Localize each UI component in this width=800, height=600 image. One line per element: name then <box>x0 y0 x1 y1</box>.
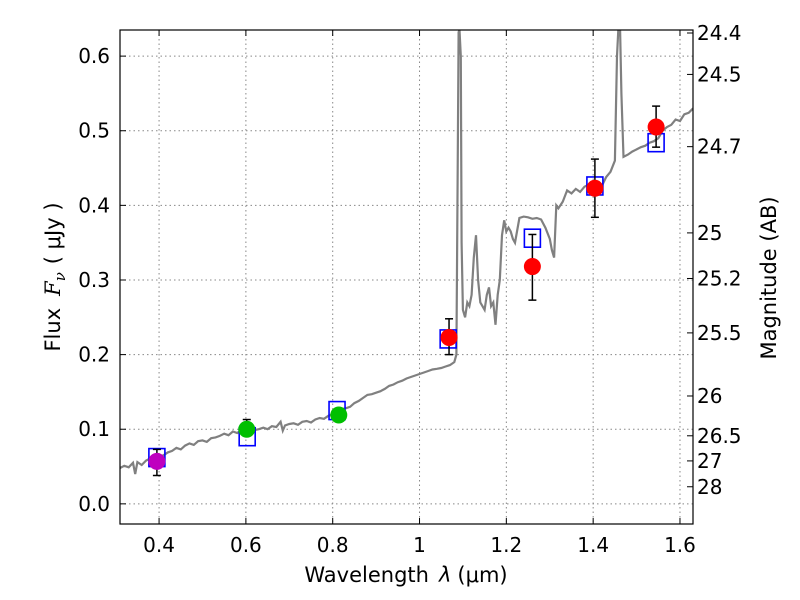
mag-tick-label: 26 <box>697 384 722 408</box>
mag-tick-label: 25.2 <box>697 266 742 290</box>
x-axis-label-unit: (μm) <box>457 563 507 587</box>
y-tick-label: 0.5 <box>78 119 110 143</box>
x-tick-label: 1.6 <box>664 533 696 557</box>
y-tick-label: 0.2 <box>78 343 110 367</box>
mag-tick-label: 25.5 <box>697 321 742 345</box>
y-axis-label-text: Flux <box>41 308 65 352</box>
observed-point <box>586 179 604 197</box>
grid <box>120 30 693 524</box>
y-axis-title: Flux Fν ( μJy ) <box>41 202 69 351</box>
observed-point <box>148 452 166 470</box>
x-tick-label: 0.8 <box>317 533 349 557</box>
x-tick-label: 1.4 <box>577 533 609 557</box>
mag-tick-label: 28 <box>697 475 722 499</box>
y-tick-label: 0.3 <box>78 268 110 292</box>
observation-points <box>148 105 665 477</box>
observed-point <box>647 118 665 136</box>
y-tick-label: 0.0 <box>78 492 110 516</box>
plot-area <box>120 30 693 477</box>
mag-tick-label: 27 <box>697 449 722 473</box>
observed-point <box>440 328 458 346</box>
y-axis-label-symbol: F <box>41 280 65 297</box>
y-tick-label: 0.1 <box>78 417 110 441</box>
x-tick-label: 1.2 <box>490 533 522 557</box>
y-tick-label: 0.6 <box>78 44 110 68</box>
x-tick-label: 0.4 <box>143 533 175 557</box>
observed-point <box>330 406 348 424</box>
observed-point <box>523 258 541 276</box>
plot-frame <box>119 29 694 525</box>
y-tick-label: 0.4 <box>78 193 110 217</box>
x-axis-label-symbol: λ <box>438 563 451 587</box>
axis-ticks: 0.4 0.6 0.8 1 1.2 1.4 1.6 0.0 0.1 0.2 0.3 0.4 0.5 0.6… <box>78 21 741 557</box>
mag-tick-label: 26.5 <box>697 424 742 448</box>
x-tick-label: 1 <box>413 533 426 557</box>
mag-tick-label: 24.5 <box>697 62 742 86</box>
y-axis-label-subscript: ν <box>51 272 69 281</box>
y2-axis-title: Magnitude (AB) <box>757 196 781 359</box>
mag-tick-label: 25 <box>697 221 722 245</box>
x-axis-title: Wavelength λ (μm) <box>304 563 507 587</box>
mag-tick-label: 24.7 <box>697 135 742 159</box>
y-axis-label-unit: ( μJy ) <box>41 202 65 264</box>
mag-tick-label: 24.4 <box>697 21 742 45</box>
x-axis-label-text: Wavelength <box>304 563 429 587</box>
observed-point <box>238 420 256 438</box>
x-tick-label: 0.6 <box>230 533 262 557</box>
